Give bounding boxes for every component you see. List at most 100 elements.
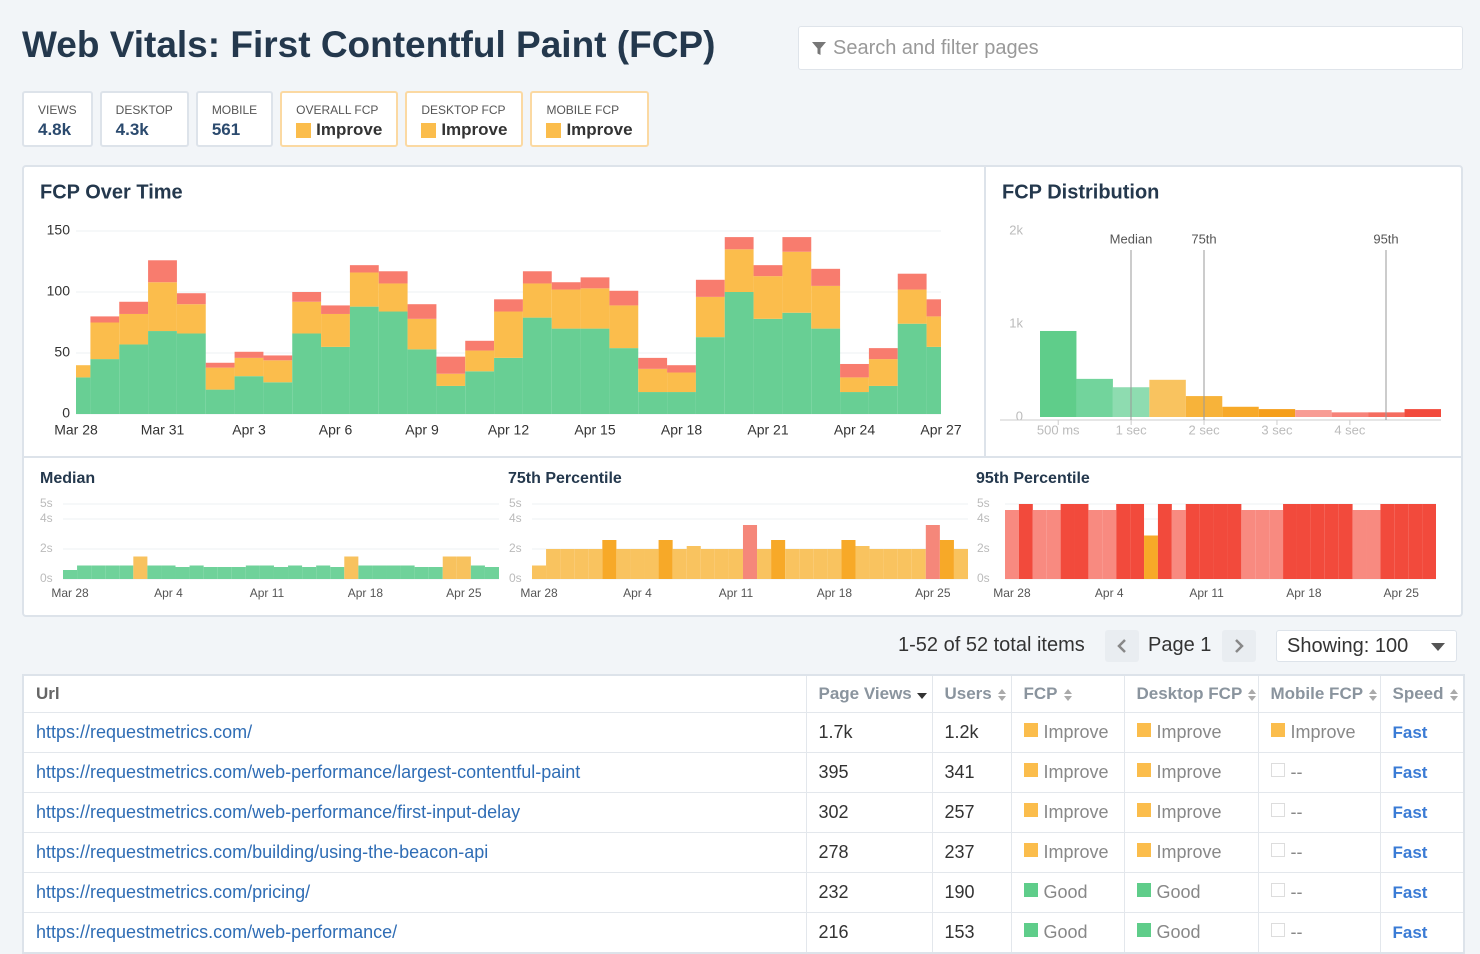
bar-segment bbox=[840, 377, 869, 393]
stat-label: MOBILE FCP bbox=[546, 103, 620, 117]
speed: Fast bbox=[1392, 803, 1428, 822]
bar bbox=[827, 549, 842, 579]
x-tick-label: Apr 18 bbox=[817, 586, 853, 600]
status-text: Improve bbox=[1043, 842, 1109, 862]
bar bbox=[414, 567, 429, 579]
column-label: Users bbox=[944, 684, 992, 703]
bar-segment bbox=[176, 333, 206, 414]
table-cell: https://requestmetrics.com/web-performan… bbox=[22, 752, 806, 793]
bar-segment bbox=[811, 285, 841, 329]
speed: Fast bbox=[1392, 843, 1428, 862]
reference-label: 75th bbox=[1191, 231, 1216, 246]
bar-segment bbox=[321, 346, 350, 414]
bar-segment bbox=[926, 346, 941, 414]
bar-segment bbox=[753, 265, 783, 277]
column-header: FCP bbox=[1010, 675, 1124, 713]
table-cell: Improve bbox=[1123, 752, 1258, 793]
stat-label: MOBILE bbox=[211, 103, 258, 117]
bar bbox=[484, 567, 499, 579]
bar bbox=[1130, 504, 1145, 579]
table-cell: https://requestmetrics.com/pricing/ bbox=[22, 872, 806, 913]
bar bbox=[1352, 510, 1367, 579]
bar bbox=[344, 556, 359, 579]
status-cell: -- bbox=[1270, 882, 1380, 903]
sort-arrow bbox=[1369, 688, 1378, 694]
status-cell: Improve bbox=[1136, 842, 1258, 863]
bar bbox=[288, 565, 303, 579]
cell-value: 341 bbox=[944, 762, 975, 782]
bar bbox=[757, 549, 772, 579]
status-swatch bbox=[1136, 762, 1151, 777]
page-link[interactable]: https://requestmetrics.com/pricing/ bbox=[36, 882, 311, 902]
cell-value: 232 bbox=[818, 882, 849, 902]
reference-label: Median bbox=[1110, 231, 1153, 246]
bar bbox=[742, 525, 758, 579]
status-cell: Improve bbox=[1136, 762, 1258, 783]
sort-arrow bbox=[1248, 688, 1257, 694]
table-cell: Good bbox=[1123, 912, 1258, 953]
bar-segment bbox=[176, 304, 206, 334]
bar-segment bbox=[551, 328, 581, 414]
bar bbox=[630, 549, 645, 579]
x-tick-label: Apr 12 bbox=[488, 422, 529, 438]
sort-icon[interactable] bbox=[997, 688, 1007, 702]
chevron bbox=[1235, 639, 1244, 653]
bar-segment bbox=[378, 271, 408, 284]
page-link[interactable]: https://requestmetrics.com/web-performan… bbox=[36, 762, 581, 782]
table-cell: Good bbox=[1010, 872, 1124, 913]
y-tick-label: 150 bbox=[47, 222, 71, 238]
bar-segment bbox=[522, 317, 552, 414]
stat-box: MOBILE 561 bbox=[195, 91, 274, 147]
page-link[interactable]: https://requestmetrics.com/web-performan… bbox=[36, 802, 521, 822]
sort-icon[interactable] bbox=[1368, 688, 1378, 702]
bar bbox=[428, 567, 443, 579]
sort-icon[interactable] bbox=[1063, 688, 1073, 702]
x-tick-label: Mar 28 bbox=[54, 422, 98, 438]
status-swatch bbox=[1270, 882, 1285, 897]
page-link[interactable]: https://requestmetrics.com/ bbox=[36, 722, 253, 742]
x-tick-label: 3 sec bbox=[1261, 422, 1293, 437]
status-swatch bbox=[1270, 842, 1285, 857]
next-page[interactable] bbox=[1222, 630, 1256, 662]
table-cell: Fast bbox=[1379, 872, 1464, 913]
y-tick-label: 2s bbox=[40, 541, 53, 555]
y-tick-label: 2s bbox=[509, 541, 522, 555]
cell-value: 395 bbox=[818, 762, 849, 782]
bar-segment bbox=[234, 376, 264, 414]
bar bbox=[133, 556, 148, 579]
column-label: Desktop FCP bbox=[1136, 684, 1243, 703]
status-cell: Improve bbox=[1023, 722, 1124, 743]
status-swatch bbox=[1270, 722, 1285, 737]
cell-value: 237 bbox=[944, 842, 975, 862]
bar bbox=[217, 567, 232, 579]
stat-box: DESKTOP 4.3k bbox=[99, 91, 189, 147]
stat-box: VIEWS 4.8k bbox=[22, 91, 93, 147]
prev-page[interactable] bbox=[1105, 630, 1139, 662]
stat-box: MOBILE FCP Improve bbox=[530, 91, 649, 147]
status-text: Improve bbox=[1043, 762, 1109, 782]
status-swatch bbox=[1270, 922, 1285, 937]
x-tick-label: Apr 18 bbox=[661, 422, 702, 438]
sort-icon[interactable] bbox=[1247, 688, 1257, 702]
column-header: Users bbox=[931, 675, 1011, 713]
page-size-select[interactable]: Showing: 100 bbox=[1276, 630, 1457, 662]
bar bbox=[1310, 504, 1325, 579]
x-tick-label: Mar 28 bbox=[520, 586, 558, 600]
bar bbox=[1018, 504, 1033, 579]
page-link[interactable]: https://requestmetrics.com/building/usin… bbox=[36, 842, 489, 862]
chevron bbox=[1117, 639, 1126, 653]
bar bbox=[672, 549, 687, 579]
y-tick-label: 5s bbox=[977, 496, 990, 510]
sort-icon[interactable] bbox=[916, 688, 927, 702]
stat-value-row: 4.8k bbox=[38, 120, 77, 140]
stat-value-row: Improve bbox=[421, 120, 507, 140]
cell-value: 190 bbox=[944, 882, 975, 902]
page-link[interactable]: https://requestmetrics.com/web-performan… bbox=[36, 922, 398, 942]
sort-icon[interactable] bbox=[1449, 688, 1459, 702]
bar bbox=[1295, 410, 1332, 417]
stat-label: DESKTOP bbox=[115, 103, 173, 117]
column-header: Mobile FCP bbox=[1257, 675, 1380, 713]
table-cell: Improve bbox=[1123, 792, 1258, 833]
search-box[interactable]: Search and filter pages bbox=[798, 26, 1463, 70]
sort-arrow bbox=[997, 695, 1006, 701]
